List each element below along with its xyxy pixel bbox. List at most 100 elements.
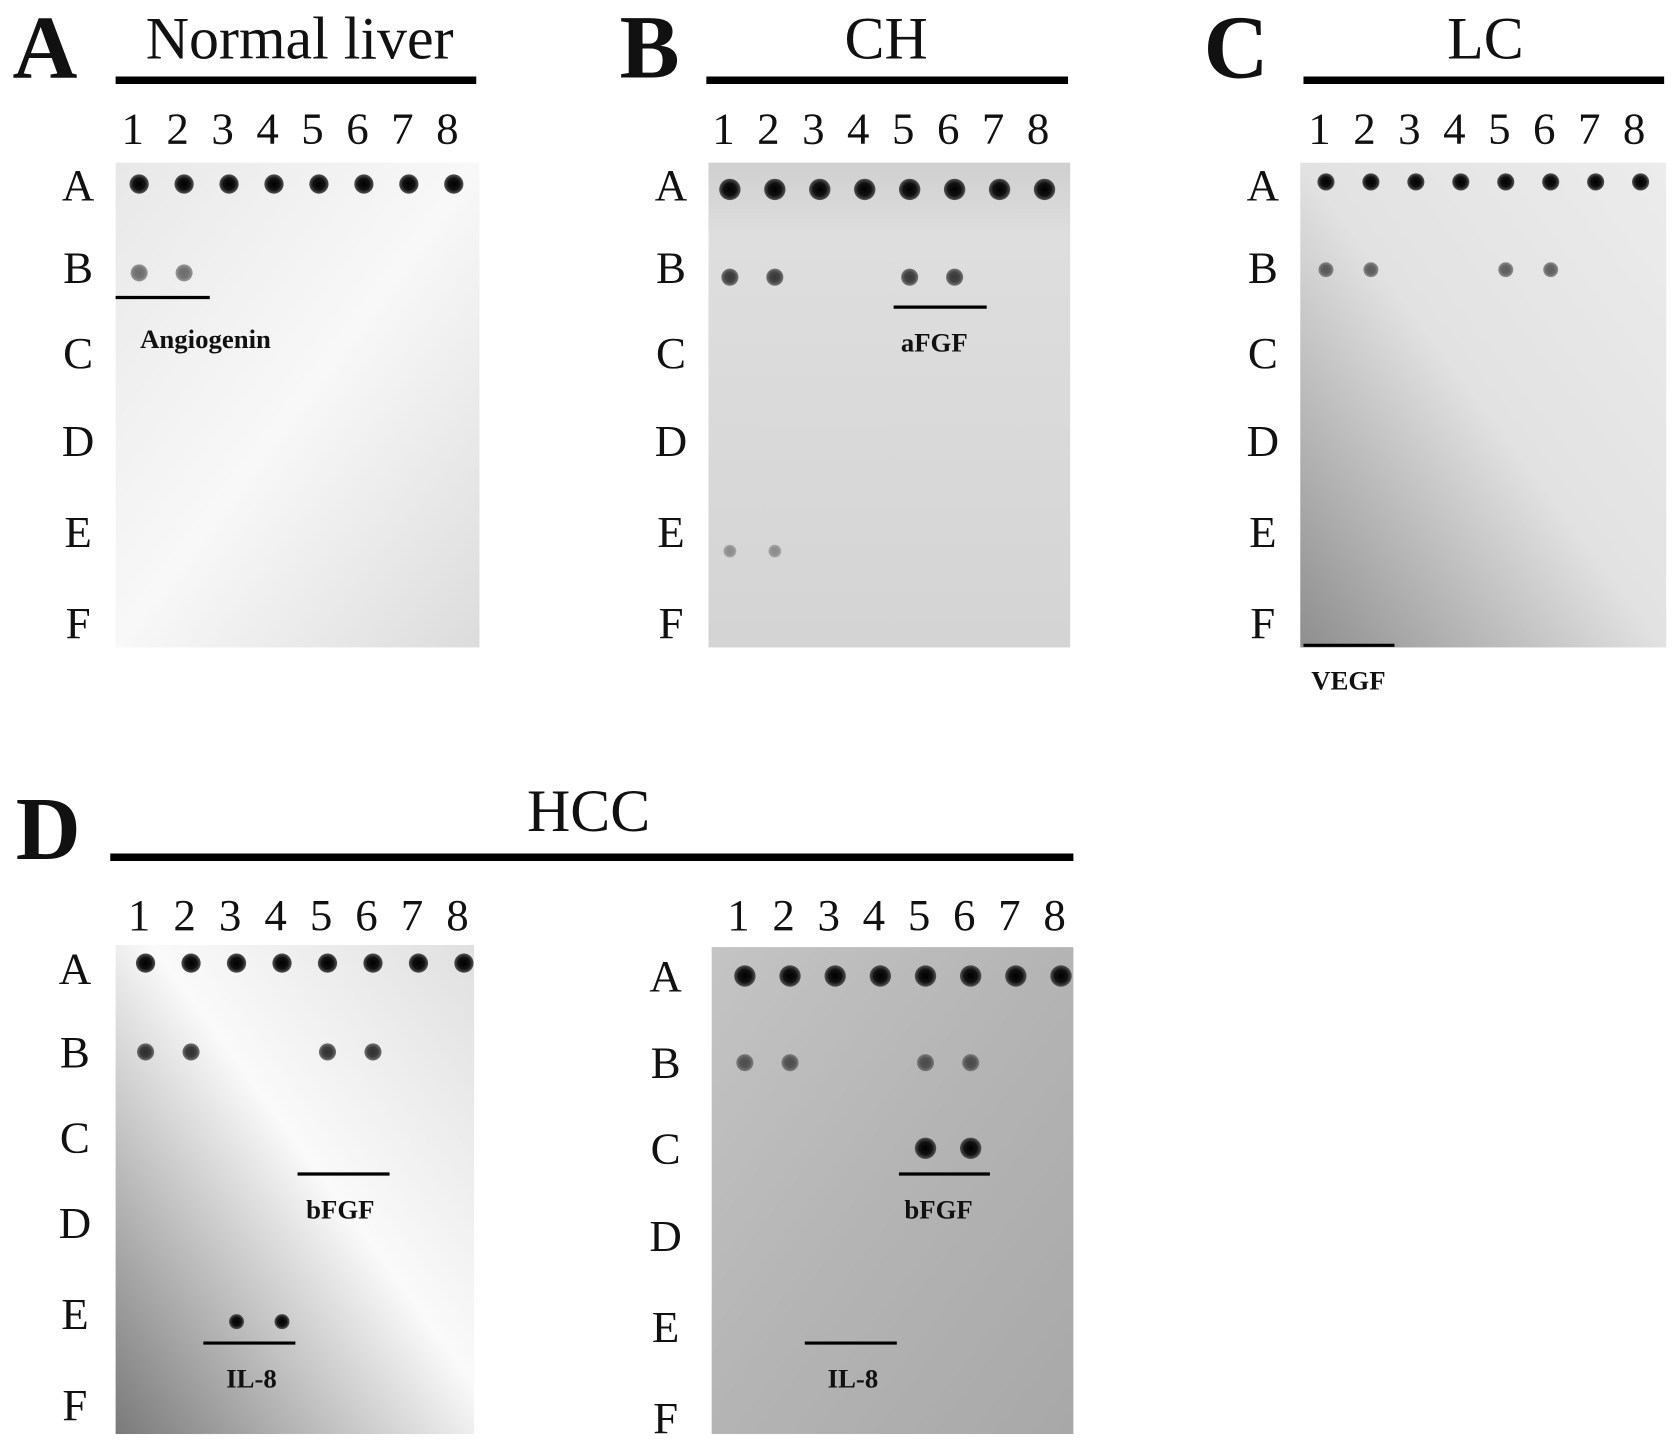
column-label: 2 bbox=[757, 103, 779, 153]
blot-spot bbox=[1318, 262, 1334, 278]
row-label: E bbox=[64, 507, 91, 557]
annotation-label: Angiogenin bbox=[140, 324, 271, 354]
column-label: 4 bbox=[1443, 103, 1465, 153]
blot-spot bbox=[962, 1054, 980, 1072]
panel-title: LC bbox=[1447, 6, 1524, 72]
blot-spot bbox=[736, 1054, 754, 1072]
blot-spot bbox=[869, 965, 892, 987]
column-label: 7 bbox=[1578, 103, 1600, 153]
column-label: 6 bbox=[355, 890, 377, 940]
blot-spot bbox=[1542, 173, 1560, 191]
column-label: 1 bbox=[712, 103, 734, 153]
blot-membrane bbox=[115, 162, 480, 648]
row-label: A bbox=[1247, 160, 1280, 210]
column-label: 2 bbox=[772, 890, 794, 940]
blot-spot bbox=[766, 268, 784, 286]
panel-letter: A bbox=[13, 0, 78, 98]
annotation-label: IL-8 bbox=[226, 1363, 277, 1393]
column-label: 4 bbox=[847, 103, 869, 153]
column-label: 4 bbox=[863, 890, 885, 940]
annotation-label: aFGF bbox=[901, 327, 968, 357]
annotation-label: IL-8 bbox=[828, 1363, 879, 1393]
blot-spot bbox=[854, 178, 876, 201]
blot-spot bbox=[901, 268, 919, 286]
column-label: 8 bbox=[1027, 103, 1049, 153]
blot-spot bbox=[719, 178, 741, 201]
blot-spot bbox=[1317, 173, 1335, 191]
blot-spot bbox=[943, 178, 966, 201]
blot-spot bbox=[264, 174, 284, 194]
blot-spot bbox=[914, 965, 937, 987]
row-label: C bbox=[651, 1123, 681, 1173]
row-label: A bbox=[62, 160, 95, 210]
row-label: B bbox=[63, 243, 93, 293]
row-label: C bbox=[1248, 328, 1278, 378]
blot-spot bbox=[175, 264, 193, 282]
row-label: A bbox=[649, 951, 682, 1001]
blot-spot bbox=[779, 965, 801, 987]
blot-spot bbox=[318, 1043, 337, 1061]
column-label: 5 bbox=[310, 890, 332, 940]
column-label: 5 bbox=[892, 103, 914, 153]
blot-spot bbox=[1498, 262, 1514, 278]
blot-spot bbox=[721, 268, 739, 286]
blot-spot bbox=[454, 953, 474, 973]
blot-spot bbox=[219, 174, 239, 194]
blot-spot bbox=[914, 1137, 937, 1159]
blot-spot bbox=[354, 174, 374, 194]
row-label: D bbox=[62, 416, 94, 466]
column-label: 3 bbox=[802, 103, 824, 153]
blot-spot bbox=[130, 264, 148, 282]
column-label: 3 bbox=[211, 103, 233, 153]
column-label: 6 bbox=[937, 103, 959, 153]
panel-title: CH bbox=[845, 6, 928, 72]
row-label: D bbox=[59, 1198, 91, 1248]
blot-spot bbox=[364, 1043, 382, 1061]
blot-spot bbox=[898, 178, 921, 201]
column-label: 6 bbox=[953, 890, 975, 940]
annotation-label: VEGF bbox=[1311, 666, 1385, 696]
column-label: 1 bbox=[121, 103, 143, 153]
panel-title: HCC bbox=[527, 778, 650, 844]
column-label: 8 bbox=[1623, 103, 1645, 153]
panel-letter: B bbox=[620, 0, 680, 98]
blot-spot bbox=[363, 953, 383, 973]
column-label: 7 bbox=[391, 103, 413, 153]
column-label: 2 bbox=[1353, 103, 1375, 153]
blot-spot bbox=[274, 1314, 290, 1330]
column-label: 8 bbox=[1043, 890, 1065, 940]
column-label: 2 bbox=[166, 103, 188, 153]
blot-spot bbox=[1050, 965, 1072, 987]
blot-membrane bbox=[115, 944, 475, 1435]
row-label: D bbox=[649, 1211, 681, 1261]
blot-spot bbox=[1452, 173, 1470, 191]
blot-membrane bbox=[1300, 162, 1667, 648]
column-label: 8 bbox=[446, 890, 468, 940]
blot-spot bbox=[764, 178, 786, 201]
column-label: 5 bbox=[908, 890, 930, 940]
panel-title: Normal liver bbox=[146, 6, 454, 72]
column-label: 4 bbox=[256, 103, 278, 153]
blot-spot bbox=[309, 174, 329, 194]
column-label: 3 bbox=[818, 890, 840, 940]
column-label: 6 bbox=[346, 103, 368, 153]
blot-spot bbox=[1362, 173, 1380, 191]
blot-spot bbox=[734, 965, 756, 987]
row-label: A bbox=[655, 160, 688, 210]
blot-spot bbox=[946, 268, 964, 286]
row-label: A bbox=[59, 943, 92, 993]
column-label: 1 bbox=[128, 890, 150, 940]
row-label: E bbox=[652, 1302, 679, 1352]
annotation-label: bFGF bbox=[306, 1194, 374, 1224]
row-label: E bbox=[1249, 507, 1276, 557]
blot-spot bbox=[1033, 178, 1056, 201]
blot-spot bbox=[1407, 173, 1425, 191]
row-label: E bbox=[61, 1289, 88, 1339]
blot-spot bbox=[1497, 173, 1515, 191]
blot-spot bbox=[1543, 262, 1559, 278]
column-label: 4 bbox=[264, 890, 286, 940]
blot-spot bbox=[408, 953, 429, 973]
blot-membrane bbox=[708, 162, 1071, 648]
